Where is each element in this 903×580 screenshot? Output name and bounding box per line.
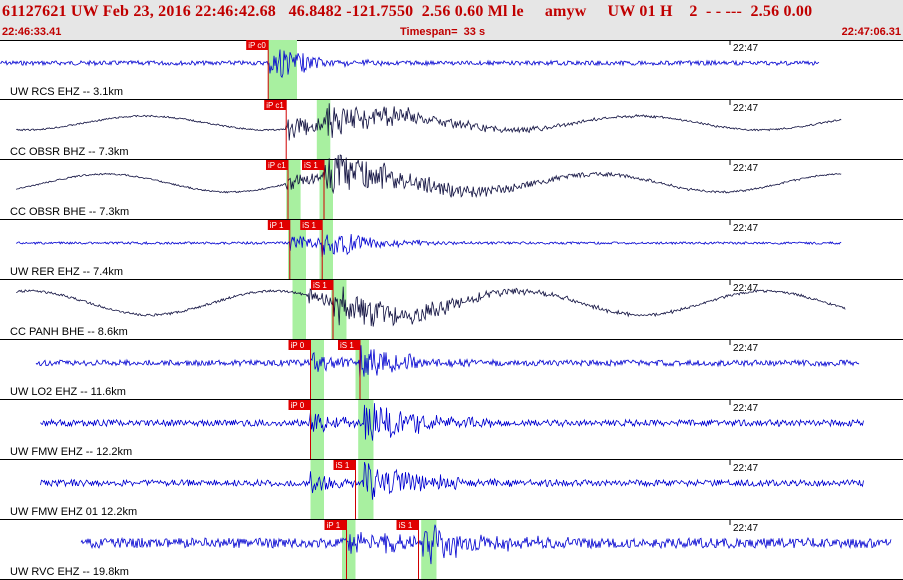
pick-label: iS 1 [340, 341, 354, 350]
pick-flag [264, 100, 287, 110]
pick-label: iP 1 [327, 521, 341, 530]
pick-window [319, 220, 333, 279]
minute-tick-label: 22:47 [733, 463, 758, 474]
pick-flag [267, 220, 290, 230]
minute-tick-label: 22:47 [733, 43, 758, 54]
trace-panel: 22:47 iP c1 iS 1 CC OBSR BHE -- 7.3km [0, 154, 903, 220]
pick-flag [302, 160, 324, 170]
trace-panel: 22:47 iP 0 UW FMW EHZ -- 12.2km [0, 400, 903, 460]
waveform [16, 286, 846, 327]
minute-tick-label: 22:47 [733, 343, 758, 354]
pick-label: iS 1 [399, 521, 413, 530]
timespan-label: Timespan= 33 s [400, 26, 486, 38]
waveform [40, 461, 864, 500]
seismogram-panel[interactable]: 22:47 iP c0 UW RCS EHZ -- 3.1km 22:47 iP c1 C… [0, 40, 903, 580]
pick-window [310, 400, 324, 459]
station-label: UW FMW EHZ -- 12.2km [10, 446, 132, 458]
waveform [35, 345, 860, 381]
pick-window [292, 280, 306, 339]
pick-flag [338, 340, 360, 350]
minute-tick-label: 22:47 [733, 103, 758, 114]
station-label: UW LO2 EHZ -- 11.6km [10, 386, 126, 398]
pick-window [288, 220, 306, 279]
trace-panel: 22:47 iP 1 iS 1 UW RVC EHZ -- 19.8km [0, 520, 903, 580]
pick-label: iS 1 [336, 461, 350, 470]
trace-panel: 22:47 iS 1 UW FMW EHZ 01 12.2km [0, 460, 903, 520]
pick-flag [396, 520, 419, 530]
station-label: CC PANH BHE -- 8.6km [10, 326, 128, 338]
station-label: UW FMW EHZ 01 12.2km [10, 506, 137, 518]
pick-flag [288, 400, 311, 410]
pick-window [355, 340, 369, 399]
pick-flag [288, 340, 311, 350]
pick-flag [266, 160, 288, 170]
station-label: UW RVC EHZ -- 19.8km [10, 566, 129, 578]
trace-panel: 22:47 iP 1 iS 1 UW RER EHZ -- 7.4km [0, 220, 903, 280]
minute-tick-label: 22:47 [733, 403, 758, 414]
pick-window [316, 100, 331, 159]
pick-label: iP 0 [291, 341, 305, 350]
pick-label: iP c1 [266, 101, 284, 110]
pick-label: iP c1 [268, 161, 286, 170]
trace-panel: 22:47 iP c1 CC OBSR BHZ -- 7.3km [0, 100, 903, 160]
trace-panel: 22:47 iS 1 CC PANH BHE -- 8.6km [0, 280, 903, 340]
waveform [16, 154, 842, 198]
pick-label: iS 1 [302, 221, 316, 230]
pick-flag [324, 520, 347, 530]
minute-tick-label: 22:47 [733, 163, 758, 174]
waveform [16, 103, 842, 141]
waveform [16, 234, 842, 258]
waveform [40, 403, 864, 441]
event-header: 61127621 UW Feb 23, 2016 22:46:42.68 46.… [0, 0, 903, 41]
trace-panel: 22:47 iP 0 iS 1 UW LO2 EHZ -- 11.6km [0, 340, 903, 400]
station-label: CC OBSR BHZ -- 7.3km [10, 146, 129, 158]
minute-tick-label: 22:47 [733, 223, 758, 234]
window-end-time: 22:47:06.31 [841, 26, 901, 38]
pick-label: iS 1 [313, 281, 327, 290]
window-start-time: 22:46:33.41 [2, 26, 62, 38]
pick-window [421, 520, 437, 579]
pick-label: iP 1 [270, 221, 284, 230]
pick-window [358, 460, 374, 519]
event-summary-title: 61127621 UW Feb 23, 2016 22:46:42.68 46.… [2, 3, 813, 20]
trace-panel: 22:47 iP c0 UW RCS EHZ -- 3.1km [0, 40, 903, 100]
waveform [0, 49, 820, 79]
station-label: CC OBSR BHE -- 7.3km [10, 206, 129, 218]
pick-window [310, 460, 324, 519]
station-label: UW RCS EHZ -- 3.1km [10, 86, 123, 98]
pick-window [310, 340, 324, 399]
waveform [80, 524, 892, 565]
pick-flag [300, 220, 323, 230]
pick-label: iP 0 [291, 401, 305, 410]
minute-tick-label: 22:47 [733, 283, 758, 294]
minute-tick-label: 22:47 [733, 523, 758, 534]
pick-label: iS 1 [304, 161, 318, 170]
pick-label: iP c0 [248, 41, 266, 50]
station-label: UW RER EHZ -- 7.4km [10, 266, 123, 278]
pick-flag [333, 460, 356, 470]
pick-flag [246, 40, 269, 50]
pick-flag [311, 280, 333, 290]
